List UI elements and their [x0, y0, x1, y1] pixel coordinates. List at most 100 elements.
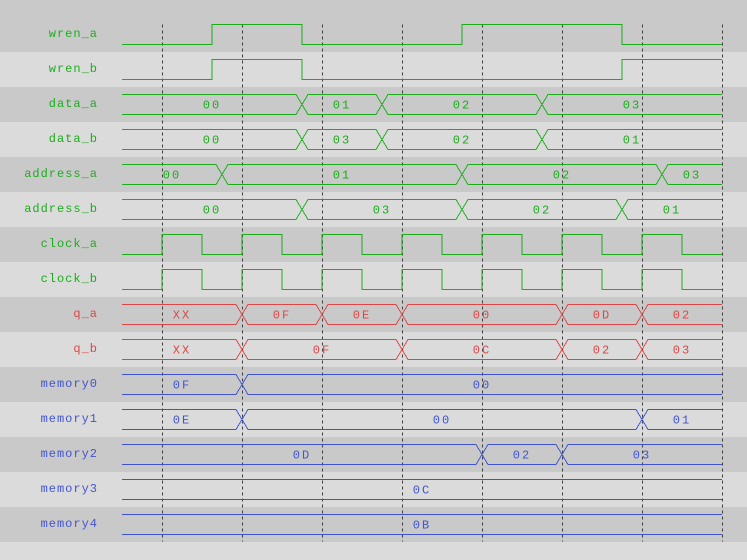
- signal-row-q_a[interactable]: [0, 297, 747, 332]
- wave-address_b: [301, 199, 463, 220]
- bus-value: 00: [203, 99, 221, 113]
- signal-label-q_b[interactable]: q_b: [73, 342, 98, 356]
- bus-value: 02: [453, 99, 471, 113]
- bus-value: 02: [593, 344, 611, 358]
- wave-q_b: [641, 339, 722, 360]
- wave-address_b: [621, 199, 722, 220]
- wave-memory2: [481, 444, 563, 465]
- signal-row-memory3[interactable]: [0, 472, 747, 507]
- bus-value: 0F: [313, 344, 331, 358]
- wave-q_b: [561, 339, 643, 360]
- signal-label-clock_a[interactable]: clock_a: [40, 237, 98, 251]
- bus-value: 01: [663, 204, 681, 218]
- bus-value: XX: [173, 309, 191, 323]
- wave-address_a: [221, 164, 463, 185]
- bus-value: 0F: [173, 379, 191, 393]
- signal-row-clock_b[interactable]: [0, 262, 747, 297]
- bus-value: 00: [203, 204, 221, 218]
- wave-clock_a: [122, 234, 722, 255]
- signal-row-clock_a[interactable]: [0, 227, 747, 262]
- bus-value: 00: [433, 414, 451, 428]
- signal-row-q_b[interactable]: [0, 332, 747, 367]
- wave-address_a: [661, 164, 722, 185]
- bus-value: 03: [623, 99, 641, 113]
- signal-row-memory0[interactable]: [0, 367, 747, 402]
- wave-memory1: [122, 409, 243, 430]
- wave-q_b: [241, 339, 403, 360]
- bus-value: 00: [203, 134, 221, 148]
- signal-label-address_a[interactable]: address_a: [24, 167, 98, 181]
- signal-label-q_a[interactable]: q_a: [73, 307, 98, 321]
- signal-label-memory0[interactable]: memory0: [40, 377, 98, 391]
- bus-value: 03: [333, 134, 351, 148]
- bus-value: 0B: [413, 519, 431, 533]
- wave-memory3: [122, 479, 722, 500]
- bus-value: 03: [683, 169, 701, 183]
- signal-row-memory2[interactable]: [0, 437, 747, 472]
- signal-label-data_b[interactable]: data_b: [48, 132, 98, 146]
- wave-memory1: [241, 409, 643, 430]
- wave-wren_b: [122, 59, 722, 80]
- signal-label-address_b[interactable]: address_b: [24, 202, 98, 216]
- wave-q_b: [401, 339, 563, 360]
- bus-value: 01: [673, 414, 691, 428]
- signal-label-memory3[interactable]: memory3: [40, 482, 98, 496]
- bus-value: 0D: [293, 449, 311, 463]
- wave-data_b: [301, 129, 383, 150]
- bus-value: 0E: [173, 414, 191, 428]
- bus-value: 03: [673, 344, 691, 358]
- wave-memory2: [122, 444, 483, 465]
- wave-wren_a: [122, 24, 722, 45]
- bus-value: 02: [453, 134, 471, 148]
- wave-memory4: [122, 514, 722, 535]
- bus-value: 01: [623, 134, 641, 148]
- bus-value: 02: [673, 309, 691, 323]
- signal-row-memory1[interactable]: [0, 402, 747, 437]
- bus-value: 0D: [593, 309, 611, 323]
- bus-value: 01: [333, 99, 351, 113]
- wave-address_b: [461, 199, 623, 220]
- signal-label-memory1[interactable]: memory1: [40, 412, 98, 426]
- wave-data_b: [381, 129, 543, 150]
- wave-q_a: [401, 304, 563, 325]
- bus-value: 00: [473, 379, 491, 393]
- signal-label-wren_b[interactable]: wren_b: [48, 62, 98, 76]
- signal-label-data_a[interactable]: data_a: [48, 97, 98, 111]
- signal-row-data_a[interactable]: [0, 87, 747, 122]
- signal-label-clock_b[interactable]: clock_b: [40, 272, 98, 286]
- wave-q_a: [561, 304, 643, 325]
- wave-q_a: [321, 304, 403, 325]
- bus-value: 00: [473, 309, 491, 323]
- signal-row-memory4[interactable]: [0, 507, 747, 542]
- bus-value: 02: [553, 169, 571, 183]
- bus-value: 0E: [353, 309, 371, 323]
- bus-value: XX: [173, 344, 191, 358]
- signal-label-memory4[interactable]: memory4: [40, 517, 98, 531]
- bus-value: 03: [633, 449, 651, 463]
- bus-value: 01: [333, 169, 351, 183]
- bus-value: 03: [373, 204, 391, 218]
- signal-label-memory2[interactable]: memory2: [40, 447, 98, 461]
- bus-value: 02: [533, 204, 551, 218]
- wave-memory1: [641, 409, 722, 430]
- wave-data_a: [301, 94, 383, 115]
- wave-memory0: [241, 374, 722, 395]
- bus-value: 0C: [473, 344, 491, 358]
- wave-data_a: [122, 94, 303, 115]
- signal-label-wren_a[interactable]: wren_a: [48, 27, 98, 41]
- wave-clock_b: [122, 269, 722, 290]
- wave-memory0: [122, 374, 243, 395]
- bus-value: 0C: [413, 484, 431, 498]
- wave-memory2: [561, 444, 722, 465]
- signal-row-data_b[interactable]: [0, 122, 747, 157]
- bus-value: 02: [513, 449, 531, 463]
- signal-row-address_a[interactable]: [0, 157, 747, 192]
- header-band: [0, 0, 747, 17]
- wave-q_b: [122, 339, 243, 360]
- wave-data_b: [122, 129, 303, 150]
- wave-address_a: [461, 164, 663, 185]
- bus-value: 0F: [273, 309, 291, 323]
- wave-data_b: [541, 129, 722, 150]
